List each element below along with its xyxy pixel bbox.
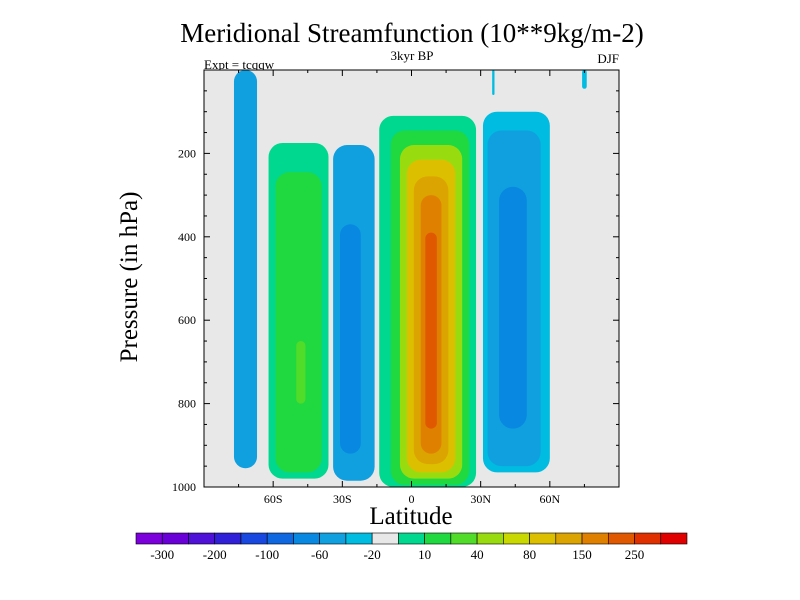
y-axis-label: Pressure (in hPa) [116, 192, 143, 363]
colorbar-swatch [293, 532, 320, 545]
colorbar-swatch [371, 532, 399, 545]
y-tick-label: 200 [178, 146, 196, 160]
colorbar-swatch [503, 532, 530, 545]
plot-area [203, 69, 620, 488]
x-tick-label: 60N [539, 492, 560, 506]
winter-hadley-cell-level-6 [425, 232, 437, 429]
sh-hadley-cell [333, 145, 375, 481]
colorbar-swatch [240, 532, 268, 545]
colorbar-swatch [529, 532, 557, 545]
colorbar-label: 40 [471, 547, 484, 562]
x-tick-label: 60S [264, 492, 283, 506]
colorbar-swatch [161, 532, 189, 545]
colorbar-swatch [319, 532, 347, 545]
colorbar-swatch [214, 532, 242, 545]
colorbar-label: -100 [255, 547, 279, 562]
y-tick-label: 800 [178, 397, 196, 411]
streamfunction-cells [233, 70, 587, 488]
nh-ferrel-cell-level-2 [499, 186, 527, 429]
colorbar-swatch [266, 532, 294, 545]
colorbar-swatch [424, 532, 452, 545]
x-tick-label: 30N [470, 492, 491, 506]
sh-ferrel-cell-level-2 [296, 341, 306, 404]
sh-hadley-cell-level-1 [340, 224, 361, 454]
colorbar-swatch [660, 532, 688, 545]
colorbar-labels: -300 -200 -100 -60 -20 10 40 80 150 250 [150, 547, 644, 562]
sh-ferrel-cell-level-1 [275, 172, 322, 473]
y-tick-label: 600 [178, 313, 196, 327]
colorbar-swatch [450, 532, 478, 545]
colorbar-label: -300 [150, 547, 174, 562]
colorbar-swatch [135, 532, 163, 545]
colorbar-swatch [555, 532, 583, 545]
chart-subtitle-center: 3kyr BP [391, 48, 434, 63]
top-streak-polar-level-0 [582, 70, 587, 89]
colorbar-swatch [398, 532, 425, 545]
colorbar-swatch [345, 532, 373, 545]
colorbar-label: -200 [203, 547, 227, 562]
colorbar-label: -60 [311, 547, 328, 562]
top-streak-north [492, 70, 495, 96]
winter-hadley-cell [379, 115, 477, 488]
x-tick-label: 0 [409, 492, 415, 506]
colorbar-label: 10 [418, 547, 431, 562]
colorbar-label: 80 [523, 547, 536, 562]
y-tick-label: 1000 [172, 480, 196, 494]
colorbar-swatch [581, 532, 609, 545]
colorbar-label: 150 [572, 547, 592, 562]
y-tick-label: 400 [178, 230, 196, 244]
chart-subtitle-left: Expt = tcqqw [204, 57, 275, 72]
colorbar-label: -20 [363, 547, 380, 562]
x-axis-label: Latitude [369, 503, 452, 530]
sh-ferrel-cell [268, 142, 329, 479]
top-streak-polar [582, 70, 587, 89]
x-axis-tick-labels: 60S 30S 0 30N 60N [264, 492, 561, 506]
colorbar-swatch [607, 532, 635, 545]
chart-title: Meridional Streamfunction (10**9kg/m-2) [180, 18, 643, 48]
top-streak-north-level-0 [492, 70, 495, 96]
colorbar-swatch [634, 532, 662, 545]
colorbar [135, 532, 688, 545]
chart-subtitle-right: DJF [597, 51, 619, 66]
colorbar-swatch [476, 532, 504, 545]
colorbar-swatch [188, 532, 216, 545]
axis-ticks [203, 70, 620, 488]
sh-polar-cell-level-0 [233, 70, 258, 469]
colorbar-label: 250 [625, 547, 645, 562]
x-tick-label: 30S [333, 492, 352, 506]
sh-polar-cell [233, 70, 258, 469]
y-axis-tick-labels: 200 400 600 800 1000 [172, 146, 196, 494]
nh-ferrel-cell [482, 111, 550, 473]
